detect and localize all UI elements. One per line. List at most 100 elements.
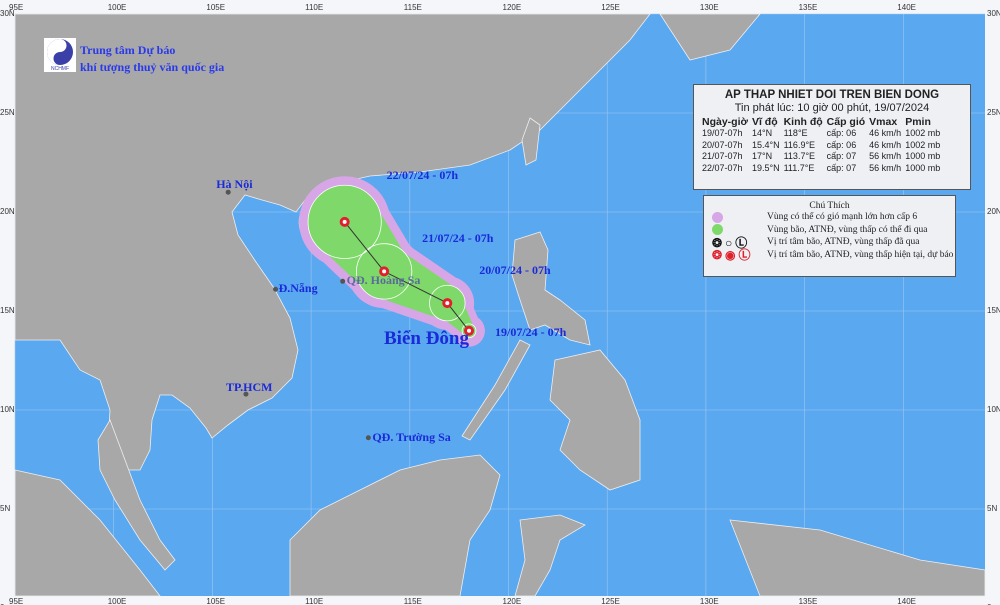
- lon-label: 130E: [699, 3, 719, 12]
- place-label: TP.HCM: [225, 380, 273, 395]
- table-cell: 111.7°E: [783, 162, 815, 173]
- forecast-info-box: AP THAP NHIET DOI TREN BIEN DONG Tin phá…: [693, 84, 971, 190]
- track-time-label: 22/07/24 - 07h: [386, 167, 458, 182]
- legend: Chú Thích Vùng có thể có gió mạnh lớn hơ…: [703, 195, 956, 277]
- table-cell: 113.7°E: [783, 151, 816, 161]
- legend-text: Vùng bão, ATNĐ, vùng thấp có thể đi qua: [767, 224, 928, 235]
- table-cell: 22/07-07h: [702, 162, 743, 173]
- lat-label: 25N: [987, 108, 1000, 117]
- col-header: Vĩ độ: [751, 116, 778, 128]
- table-cell: 1000 mb: [905, 162, 941, 173]
- table-row: 19/07-07h 14°N 118°E cấp: 06 46 km/h 1002 mb: [702, 128, 944, 140]
- table-cell: 15.4°N: [751, 139, 780, 150]
- table-cell: cấp: 07: [826, 162, 857, 173]
- col-header: Ngày-giờ: [702, 116, 748, 128]
- track-line: [344, 221, 470, 332]
- lat-label: 15N: [0, 306, 15, 315]
- lon-label: 140E: [897, 3, 916, 12]
- col-header: Cấp gió: [826, 116, 866, 128]
- sea-label: Biển Đông: [384, 328, 469, 349]
- place-label: QĐ. Hoàng Sa: [346, 273, 421, 288]
- table-cell: 116.9°E: [783, 139, 816, 150]
- table-cell: cấp: 06: [826, 139, 857, 150]
- table-cell: 118°E: [783, 128, 808, 138]
- new-guinea: [729, 519, 986, 597]
- storm-track: [299, 176, 485, 347]
- radius-circle: [461, 323, 477, 339]
- track-time-label: 20/07/24 - 07h: [479, 263, 551, 278]
- legend-item: Vùng bão, ATNĐ, vùng thấp có thể đi qua: [704, 224, 955, 237]
- lat-label: 5N: [0, 504, 11, 513]
- storm-center-eye: [467, 328, 472, 333]
- lat-label: 20N: [987, 207, 1000, 216]
- malay-peninsula: [97, 419, 176, 571]
- place-marker: [340, 278, 346, 284]
- table-row: 22/07-07h 19.5°N 111.7°E cấp: 07 56 km/h 1000…: [702, 163, 944, 175]
- track-time-label: 21/07/24 - 07h: [422, 231, 494, 246]
- mindoro-palawan: [461, 339, 531, 441]
- lon-label: 125E: [601, 597, 620, 605]
- lon-label: 115E: [403, 3, 422, 12]
- lon-label: 135E: [798, 597, 818, 605]
- table-cell: 56 km/h: [869, 151, 902, 161]
- table-cell: 1000 mb: [905, 151, 941, 161]
- visayas-mindanao: [549, 349, 641, 491]
- wind-zone-swatch-icon: [712, 211, 723, 223]
- lon-label: 110E: [305, 3, 324, 12]
- borneo: [289, 454, 501, 597]
- col-header: Vmax: [869, 116, 898, 128]
- storm-center-eye: [382, 269, 387, 274]
- lat-label: 20N: [0, 207, 15, 216]
- lon-label: 130E: [699, 597, 719, 605]
- place-label: QĐ. Trường Sa: [372, 429, 451, 444]
- table-cell: 20/07-07h: [702, 139, 743, 150]
- forecast-table: Ngày-giờ Vĩ độ Kinh độ Cấp gió Vmax Pmin…: [702, 116, 944, 174]
- lon-label: 95E: [9, 3, 24, 12]
- track-time-label: 19/07/24 - 07h: [495, 324, 567, 339]
- lat-label: 10N: [0, 405, 15, 414]
- svg-text:NCHMF: NCHMF: [51, 66, 69, 72]
- organization-name: Trung tâm Dự báo khí tượng thuỷ văn quốc…: [80, 42, 224, 76]
- storm-center-eye: [342, 219, 347, 224]
- table-cell: 19.5°N: [751, 162, 780, 173]
- col-header: Kinh độ: [783, 116, 823, 128]
- table-cell: 21/07-07h: [702, 151, 743, 161]
- table-cell: 46 km/h: [869, 128, 902, 138]
- lon-label: 105E: [206, 597, 226, 605]
- radius-circle: [429, 284, 466, 322]
- lon-label: 120E: [502, 597, 522, 605]
- lat-label: 15N: [987, 306, 1000, 315]
- radius-circle: [307, 184, 382, 259]
- lon-label: 110E: [305, 597, 324, 605]
- storm-center-eye: [445, 301, 450, 306]
- current-forecast-position-icons: ❂ ◉ Ⓛ: [712, 248, 751, 263]
- legend-text: Vị trí tâm bão, ATNĐ, vùng thấp hiện tại…: [767, 249, 954, 260]
- org-line-1: Trung tâm Dự báo: [80, 43, 176, 57]
- forecast-cone-segment: [368, 245, 453, 318]
- bulletin-title: AP THAP NHIET DOI TREN BIEN DONG: [724, 89, 940, 101]
- lat-label: 10N: [987, 405, 1000, 414]
- place-marker: [243, 391, 249, 397]
- table-row: 20/07-07h 15.4°N 116.9°E cấp: 06 46 km/h 1002…: [702, 140, 944, 152]
- table-row: 21/07-07h 17°N 113.7°E cấp: 07 56 km/h 1000 m…: [702, 151, 944, 163]
- lat-label: 5N: [987, 504, 998, 513]
- lat-label: 0: [0, 603, 4, 605]
- radius-circle: [356, 243, 413, 300]
- forecast-cone-segment: [313, 195, 404, 286]
- luzon: [511, 231, 591, 346]
- lat-label: 0: [987, 603, 991, 605]
- nchmf-logo: NCHMF: [44, 38, 76, 72]
- table-cell: 1002 mb: [905, 128, 941, 138]
- place-label: Hà Nội: [216, 177, 253, 192]
- lon-label: 100E: [107, 3, 127, 12]
- table-cell: 17°N: [751, 151, 773, 161]
- table-cell: 1002 mb: [905, 139, 941, 150]
- place-marker: [365, 435, 371, 441]
- table-cell: 56 km/h: [869, 162, 902, 173]
- place-marker: [225, 189, 231, 195]
- lon-label: 140E: [897, 597, 916, 605]
- lon-label: 100E: [107, 597, 127, 605]
- place-label: Đ.Nẵng: [278, 281, 318, 296]
- land: [14, 13, 986, 597]
